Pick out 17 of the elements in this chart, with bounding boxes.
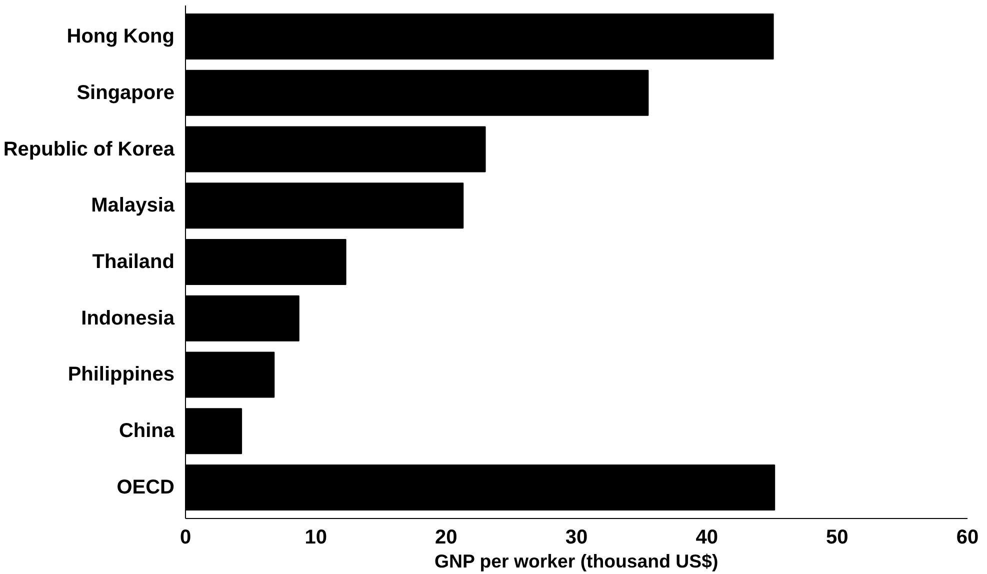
x-tick-label: 50 bbox=[826, 526, 848, 548]
x-tick-label: 10 bbox=[304, 526, 327, 548]
x-axis-title: GNP per worker (thousand US$) bbox=[434, 550, 718, 572]
y-tick-label: China bbox=[118, 420, 176, 442]
x-tick-label: 0 bbox=[180, 526, 192, 548]
y-tick-label: Thailand bbox=[92, 251, 175, 273]
x-tick-label: 20 bbox=[435, 526, 458, 548]
x-tick-label: 40 bbox=[696, 526, 718, 548]
y-tick-label: Hong Kong bbox=[66, 26, 175, 48]
y-tick-label: Indonesia bbox=[81, 307, 176, 330]
y-tick-label: Malaysia bbox=[91, 194, 176, 217]
x-tick-label: 30 bbox=[565, 526, 588, 548]
y-tick-label: Singapore bbox=[76, 82, 175, 104]
y-tick-label: Philippines bbox=[68, 364, 175, 386]
x-tick-label: 60 bbox=[956, 526, 979, 548]
y-tick-label: Republic of Korea bbox=[3, 138, 176, 160]
y-tick-label: OECD bbox=[116, 476, 175, 498]
